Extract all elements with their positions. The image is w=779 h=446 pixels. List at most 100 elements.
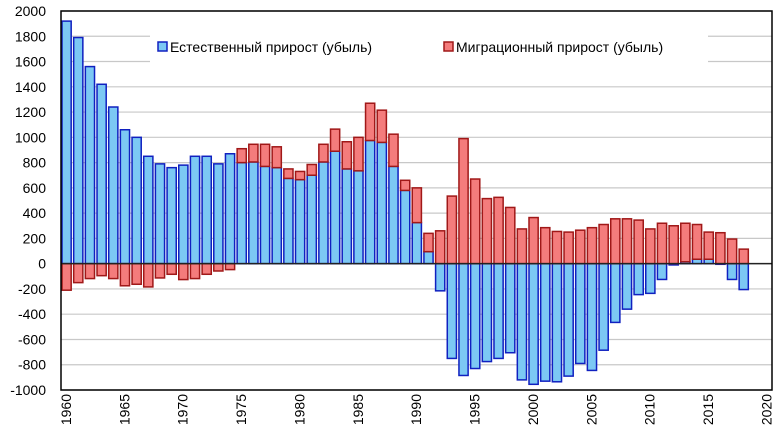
bar-natural-1975 <box>236 161 248 265</box>
bar-migration-1972 <box>201 262 213 276</box>
bar-migration-2016 <box>715 231 726 265</box>
bar-migration-2004 <box>574 229 586 265</box>
bar-migration-1979 <box>283 168 294 180</box>
y-tick-label: -800 <box>18 357 46 373</box>
y-tick-label: -400 <box>18 306 46 322</box>
x-tick-label: 1985 <box>350 394 366 425</box>
bar-natural-1980 <box>294 178 306 265</box>
bar-natural-1987 <box>376 141 388 265</box>
bar-natural-2018 <box>738 262 750 291</box>
bar-migration-1974 <box>224 262 236 271</box>
bar-migration-2018 <box>738 248 750 265</box>
legend: Естественный прирост (убыль) Миграционны… <box>150 33 708 63</box>
bars <box>61 20 750 386</box>
plot-frame <box>60 10 773 391</box>
x-tick-label: 1960 <box>58 394 74 425</box>
bar-migration-1981 <box>306 163 318 176</box>
x-tick-label: 1995 <box>467 394 483 425</box>
bar-migration-2006 <box>598 223 609 265</box>
bar-migration-1983 <box>329 128 341 152</box>
bar-natural-1981 <box>306 174 318 265</box>
bar-natural-2003 <box>563 262 574 377</box>
bar-natural-1999 <box>516 262 528 381</box>
bar-natural-1998 <box>504 262 516 354</box>
bar-natural-2010 <box>644 262 656 295</box>
bar-natural-1979 <box>283 177 294 265</box>
x-tick-label: 2010 <box>642 394 658 425</box>
bar-migration-1995 <box>469 178 481 265</box>
bar-natural-1973 <box>213 163 224 265</box>
legend-swatch-migration <box>443 41 454 52</box>
bar-migration-2012 <box>668 225 680 265</box>
bar-migration-1989 <box>399 179 411 192</box>
y-tick-label: -600 <box>18 331 46 347</box>
bar-migration-2015 <box>703 231 715 260</box>
bar-natural-1982 <box>318 161 329 265</box>
bar-migration-1976 <box>248 143 259 163</box>
bar-natural-1967 <box>142 155 154 265</box>
bar-migration-1998 <box>504 206 516 265</box>
bar-migration-2001 <box>539 226 551 265</box>
y-tick-label: 1800 <box>15 28 46 44</box>
x-tick-label: 1980 <box>291 394 307 425</box>
bar-migration-2008 <box>621 218 633 265</box>
bar-natural-1962 <box>84 65 96 265</box>
bar-natural-2000 <box>528 262 539 386</box>
bar-natural-1969 <box>166 166 177 265</box>
y-tick-label: -1000 <box>10 382 46 398</box>
bar-migration-1966 <box>131 262 142 286</box>
bar-migration-1999 <box>516 228 528 265</box>
bar-migration-2000 <box>528 216 539 265</box>
bar-migration-2014 <box>691 223 703 260</box>
x-axis-ticks: 1960 1965 1970 1975 1980 1985 1990 1995 2000 2005… <box>58 394 774 425</box>
x-tick-label: 1970 <box>175 394 191 425</box>
bar-migration-2017 <box>726 238 738 265</box>
bar-natural-1974 <box>224 153 236 265</box>
bar-natural-1993 <box>446 262 458 360</box>
bar-migration-1963 <box>96 262 107 277</box>
bar-natural-2002 <box>551 262 563 383</box>
y-tick-label: 1400 <box>15 79 46 95</box>
bar-natural-2007 <box>609 262 621 324</box>
bar-migration-2011 <box>656 222 668 265</box>
bar-natural-1997 <box>493 262 504 360</box>
bar-natural-1978 <box>271 166 283 265</box>
x-tick-label: 2020 <box>758 394 774 425</box>
bar-migration-1985 <box>353 136 364 172</box>
bar-natural-2008 <box>621 262 633 310</box>
bar-natural-2006 <box>598 262 609 351</box>
bar-natural-1970 <box>177 164 189 265</box>
bar-natural-1986 <box>364 139 376 265</box>
bar-migration-1988 <box>388 133 399 168</box>
bar-migration-2007 <box>609 218 621 265</box>
bar-natural-1963 <box>96 83 107 265</box>
bar-natural-1971 <box>189 155 201 265</box>
y-tick-label: 1000 <box>15 129 46 145</box>
bar-natural-1972 <box>201 155 213 265</box>
bar-natural-1964 <box>107 106 119 265</box>
bar-natural-1966 <box>131 136 142 265</box>
y-tick-label: 2000 <box>15 3 46 19</box>
y-tick-label: 1600 <box>15 54 46 70</box>
bar-natural-1960 <box>61 20 72 265</box>
bar-natural-1990 <box>411 221 423 265</box>
bar-migration-1960 <box>61 262 72 291</box>
y-tick-label: 800 <box>23 155 47 171</box>
legend-label-migration: Миграционный прирост (убыль) <box>456 39 663 55</box>
bar-natural-2004 <box>574 262 586 365</box>
bar-migration-1987 <box>376 109 388 144</box>
bar-migration-1993 <box>446 195 458 265</box>
legend-label-natural: Естественный прирост (убыль) <box>170 39 372 55</box>
bar-natural-1995 <box>469 262 481 370</box>
bar-migration-1977 <box>259 143 271 168</box>
bar-migration-1971 <box>189 262 201 280</box>
bar-migration-1992 <box>434 230 446 265</box>
bar-natural-1983 <box>329 150 341 265</box>
bar-migration-1973 <box>213 262 224 272</box>
bar-natural-1977 <box>259 165 271 265</box>
bar-natural-1989 <box>399 189 411 265</box>
x-tick-label: 2000 <box>525 394 541 425</box>
bar-migration-1965 <box>119 262 131 287</box>
y-axis-ticks: 2000180016001400120010008006004002000-20… <box>10 3 46 398</box>
legend-background <box>150 33 708 63</box>
